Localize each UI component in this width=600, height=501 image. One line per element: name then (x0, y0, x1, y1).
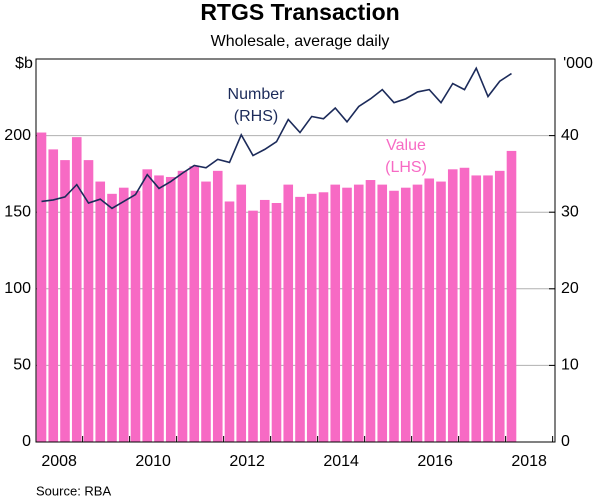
bar (353, 184, 364, 442)
bar (95, 181, 106, 442)
series-annotation: Number (228, 86, 286, 103)
bar (130, 190, 141, 442)
bar (365, 180, 376, 442)
bar (212, 170, 223, 442)
bar (259, 199, 270, 442)
series-annotation: Value (386, 137, 426, 154)
chart-title: RTGS Transaction (200, 0, 399, 25)
y-tick-label: 150 (4, 203, 31, 220)
bar (459, 167, 470, 442)
x-tick-label: 2014 (323, 453, 359, 470)
bar (36, 132, 47, 442)
bar (306, 193, 317, 442)
x-tick-label: 2018 (511, 453, 547, 470)
series-annotation: (LHS) (385, 159, 427, 176)
y2-tick-label: 20 (561, 280, 579, 297)
y-tick-label: 200 (4, 127, 31, 144)
y-tick-label: 50 (13, 357, 31, 374)
chart-subtitle: Wholesale, average daily (211, 33, 390, 50)
bar (248, 210, 258, 442)
bar (154, 175, 164, 442)
bar (471, 175, 482, 442)
bar (436, 181, 446, 442)
bar (71, 137, 82, 442)
y2-tick-label: 40 (561, 127, 579, 144)
bar (189, 166, 200, 443)
bar (342, 187, 352, 442)
y-axis-label: $b (15, 55, 33, 72)
y-tick-label: 100 (4, 280, 31, 297)
x-tick-label: 2016 (417, 453, 453, 470)
bar (60, 160, 70, 442)
bar (224, 201, 235, 442)
y2-tick-label: 0 (561, 433, 570, 450)
bar (118, 187, 129, 442)
plot-frame (35, 58, 556, 443)
bar (447, 169, 458, 442)
bar (177, 170, 188, 442)
source: Source: RBA (36, 483, 111, 498)
bar (483, 175, 493, 442)
y-tick-label: 0 (22, 433, 31, 450)
y2-tick-label: 10 (561, 357, 579, 374)
bar (236, 184, 247, 442)
bar (83, 160, 94, 442)
bar (389, 190, 399, 442)
x-tick-label: 2010 (135, 453, 171, 470)
bar (201, 181, 211, 442)
bar (271, 203, 282, 442)
bar (412, 184, 423, 442)
bar (295, 196, 305, 442)
bar (318, 192, 329, 442)
bar (424, 178, 435, 442)
y2-tick-label: 30 (561, 203, 579, 220)
x-tick-label: 2012 (229, 453, 265, 470)
bar (506, 150, 517, 443)
bar (107, 193, 117, 442)
bar (142, 169, 153, 442)
x-tick-label: 2008 (41, 453, 77, 470)
series-annotation: (RHS) (234, 108, 278, 125)
line (41, 66, 512, 210)
bar (400, 187, 411, 442)
bar (48, 149, 59, 442)
bar (377, 184, 388, 442)
bar (494, 170, 505, 442)
y2-axis-label: '000 (563, 55, 593, 72)
bar (283, 184, 294, 442)
bar (165, 176, 176, 443)
bar (330, 184, 341, 442)
